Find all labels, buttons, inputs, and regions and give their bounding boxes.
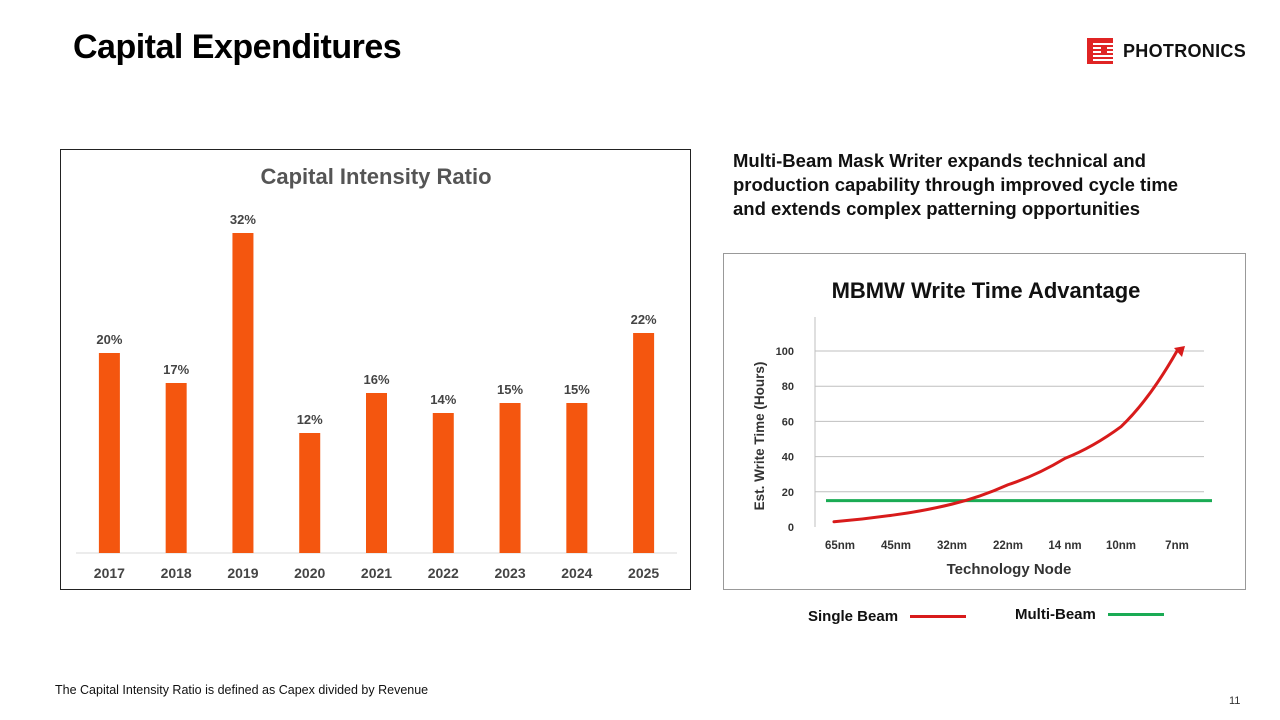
bar-2022 — [432, 413, 454, 553]
x-tick-label-2017: 2017 — [94, 565, 125, 581]
legend-multi-beam: Multi-Beam — [1015, 602, 1164, 626]
legend-single-beam: Single Beam — [808, 604, 967, 628]
chart-title: MBMW Write Time Advantage — [832, 278, 1141, 303]
logo-stripe — [1093, 55, 1113, 57]
data-label-2023: 15% — [497, 382, 523, 397]
chart-title: Capital Intensity Ratio — [260, 164, 491, 189]
capital-intensity-chart: Capital Intensity Ratio 20% 2017 17% 2018 32%… — [60, 149, 691, 590]
x-tick-label-14 nm: 14 nm — [1048, 540, 1081, 552]
page-number: 11 — [1229, 695, 1241, 707]
x-tick-label-2022: 2022 — [428, 565, 459, 581]
data-label-2025: 22% — [631, 312, 657, 327]
x-axis-title: Technology Node — [947, 561, 1072, 578]
y-tick-label-0: 0 — [788, 522, 794, 534]
series-line-single-beam — [832, 349, 1179, 524]
bar-2018 — [165, 383, 187, 553]
data-label-2022: 14% — [430, 392, 456, 407]
legend-label-single-beam: Single Beam — [808, 607, 899, 625]
x-tick-label-2018: 2018 — [161, 565, 192, 581]
data-label-2024: 15% — [564, 382, 590, 397]
data-label-2021: 16% — [363, 372, 389, 387]
logo-notch — [1101, 46, 1107, 55]
y-tick-label-60: 60 — [782, 416, 794, 428]
x-tick-label-65nm: 65nm — [825, 540, 855, 552]
x-tick-label-22nm: 22nm — [993, 540, 1023, 552]
y-tick-label-20: 20 — [782, 487, 794, 499]
data-label-2020: 12% — [297, 412, 323, 427]
mbmw-chart: MBMW Write Time Advantage 0 20 40 60 80 100 65n… — [723, 253, 1246, 590]
data-label-2018: 17% — [163, 362, 189, 377]
brand-name: PHOTRONICS — [1123, 40, 1247, 61]
mbmw-description: Multi-Beam Mask Writer expands technical… — [733, 150, 1179, 219]
single-beam-arrowhead — [1174, 346, 1185, 357]
footnote: The Capital Intensity Ratio is defined a… — [55, 683, 429, 697]
legend-swatch-multi-beam — [1107, 612, 1164, 616]
x-tick-label-10nm: 10nm — [1106, 540, 1136, 552]
legend-swatch-single-beam — [910, 614, 967, 618]
bar-2017 — [98, 353, 120, 553]
logo-stripe — [1093, 43, 1113, 45]
bar-2019 — [232, 233, 254, 553]
y-tick-label-80: 80 — [782, 381, 794, 393]
photronics-logo-icon — [1087, 38, 1113, 64]
legend-label-multi-beam: Multi-Beam — [1015, 605, 1096, 623]
y-axis-title: Est. Write Time (Hours) — [752, 362, 767, 511]
x-tick-label-2024: 2024 — [561, 565, 592, 581]
x-tick-label-2023: 2023 — [494, 565, 525, 581]
page-title: Capital Expenditures — [73, 28, 402, 66]
y-tick-label-100: 100 — [776, 346, 794, 358]
data-label-2019: 32% — [230, 212, 256, 227]
bar-2020 — [299, 433, 321, 553]
x-tick-label-2019: 2019 — [227, 565, 258, 581]
x-tick-label-32nm: 32nm — [937, 540, 967, 552]
x-tick-label-2025: 2025 — [628, 565, 659, 581]
x-tick-label-7nm: 7nm — [1165, 540, 1189, 552]
bar-2024 — [566, 403, 588, 553]
bar-2023 — [499, 403, 521, 553]
y-tick-label-40: 40 — [782, 452, 794, 464]
mbmw-svg: MBMW Write Time Advantage 0 20 40 60 80 100 65n… — [752, 278, 1212, 578]
brand-logo-group: PHOTRONICS — [1087, 38, 1246, 64]
x-tick-label-45nm: 45nm — [881, 540, 911, 552]
bar-2025 — [633, 333, 655, 553]
x-tick-label-2020: 2020 — [294, 565, 325, 581]
bar-2021 — [366, 393, 387, 553]
data-label-2017: 20% — [96, 332, 122, 347]
logo-stripe — [1093, 59, 1113, 61]
x-tick-label-2021: 2021 — [361, 565, 392, 581]
capital-intensity-svg: Capital Intensity Ratio 20% 2017 17% 2018 32%… — [76, 164, 677, 581]
